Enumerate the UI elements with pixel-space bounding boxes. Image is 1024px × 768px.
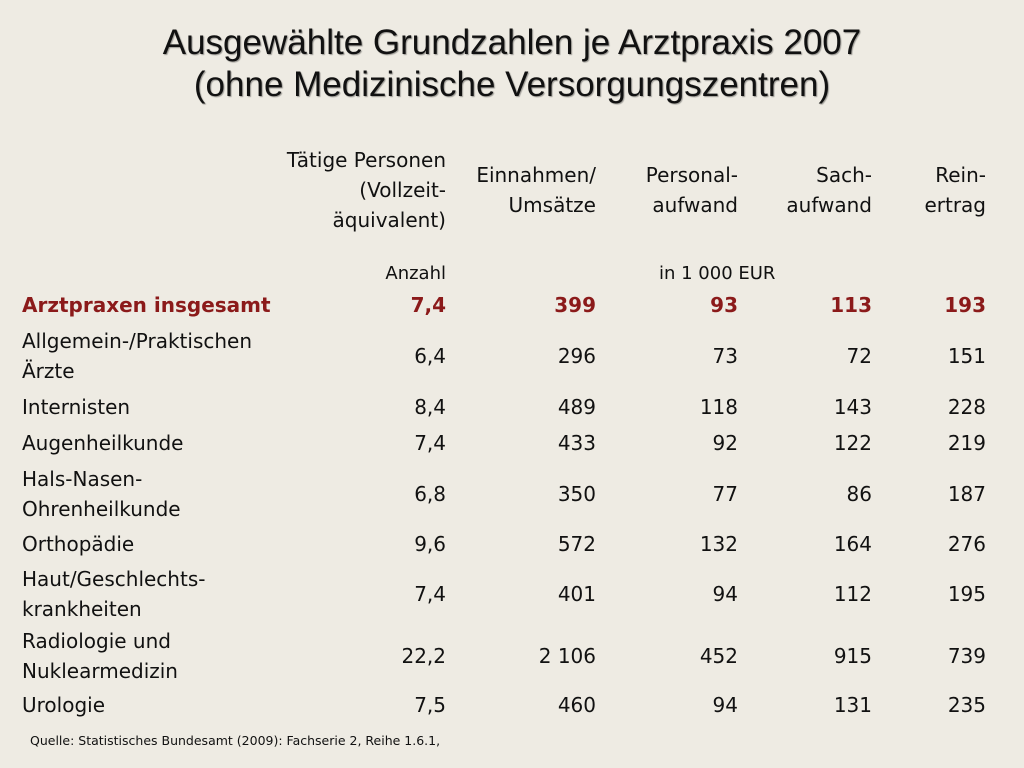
cell-personen: 7,4 [414, 431, 446, 455]
cell-reinertrag: 235 [947, 693, 986, 717]
cell-personen: 6,8 [414, 482, 446, 506]
cell-sachaufwand: 86 [846, 482, 872, 506]
page-title: Ausgewählte Grundzahlen je Arztpraxis 20… [162, 23, 862, 62]
cell-reinertrag: 739 [947, 644, 986, 668]
cell-personalaufwand: 73 [712, 344, 738, 368]
unit-eur: in 1 000 EUR [659, 263, 776, 284]
cell-einnahmen: 433 [557, 431, 596, 455]
cell-personen: 9,6 [414, 532, 446, 556]
cell-personalaufwand: 93 [710, 293, 738, 317]
row-label: Internisten [22, 392, 130, 422]
header-taetige-personen: Tätige Personen (Vollzeit- äquivalent) [250, 145, 446, 235]
cell-personalaufwand: 132 [699, 532, 738, 556]
unit-anzahl: Anzahl [385, 263, 446, 284]
cell-einnahmen: 572 [557, 532, 596, 556]
row-label: Hals-Nasen- Ohrenheilkunde [22, 464, 181, 524]
header-line: Tätige Personen [286, 148, 446, 172]
cell-einnahmen: 2 106 [538, 644, 596, 668]
cell-reinertrag: 151 [947, 344, 986, 368]
cell-personalaufwand: 452 [699, 644, 738, 668]
cell-einnahmen: 401 [557, 582, 596, 606]
cell-sachaufwand: 72 [846, 344, 872, 368]
row-label: Radiologie und Nuklearmedizin [22, 626, 178, 686]
header-line: aufwand [786, 193, 872, 217]
header-line: Personal- [645, 163, 738, 187]
row-label: Arztpraxen insgesamt [22, 290, 271, 320]
cell-einnahmen: 460 [557, 693, 596, 717]
row-label-line: krankheiten [22, 597, 142, 621]
cell-personalaufwand: 94 [712, 582, 738, 606]
cell-reinertrag: 193 [944, 293, 986, 317]
row-label-line: Ärzte [22, 359, 75, 383]
cell-reinertrag: 195 [947, 582, 986, 606]
header-line: Rein- [935, 163, 986, 187]
cell-sachaufwand: 143 [833, 395, 872, 419]
row-label-line: Allgemein-/Praktischen [22, 329, 253, 353]
header-einnahmen: Einnahmen/ Umsätze [440, 160, 596, 220]
cell-personen: 8,4 [414, 395, 446, 419]
cell-personen: 22,2 [401, 644, 446, 668]
cell-personalaufwand: 118 [699, 395, 738, 419]
cell-sachaufwand: 112 [833, 582, 872, 606]
cell-personen: 6,4 [414, 344, 446, 368]
row-label-line: Haut/Geschlechts- [22, 567, 206, 591]
cell-reinertrag: 219 [947, 431, 986, 455]
header-personalaufwand: Personal- aufwand [600, 160, 738, 220]
header-line: ertrag [924, 193, 986, 217]
row-label-line: Radiologie und [22, 629, 171, 653]
row-label-line: Urologie [22, 693, 106, 717]
cell-sachaufwand: 164 [833, 532, 872, 556]
cell-sachaufwand: 113 [830, 293, 872, 317]
row-label-line: Ohrenheilkunde [22, 497, 181, 521]
cell-personalaufwand: 94 [712, 693, 738, 717]
cell-personalaufwand: 92 [712, 431, 738, 455]
cell-einnahmen: 296 [557, 344, 596, 368]
header-sachaufwand: Sach- aufwand [740, 160, 872, 220]
row-label-line: Augenheilkunde [22, 431, 184, 455]
header-line: Sach- [816, 163, 872, 187]
row-label: Haut/Geschlechts-krankheiten [22, 564, 205, 624]
cell-sachaufwand: 915 [833, 644, 872, 668]
header-line: (Vollzeit- [359, 178, 446, 202]
cell-einnahmen: 489 [557, 395, 596, 419]
cell-reinertrag: 228 [947, 395, 986, 419]
row-label-line: Nuklearmedizin [22, 659, 178, 683]
row-label-line: Arztpraxen insgesamt [22, 293, 271, 317]
row-label: Urologie [22, 690, 105, 720]
cell-personen: 7,4 [414, 582, 446, 606]
cell-einnahmen: 399 [554, 293, 596, 317]
cell-reinertrag: 276 [947, 532, 986, 556]
row-label: Allgemein-/Praktischen Ärzte [22, 326, 252, 386]
cell-personalaufwand: 77 [712, 482, 738, 506]
row-label: Orthopädie [22, 529, 134, 559]
cell-sachaufwand: 131 [833, 693, 872, 717]
header-line: Einnahmen/ [476, 163, 596, 187]
row-label-line: Hals-Nasen- [22, 467, 143, 491]
cell-personen: 7,5 [414, 693, 446, 717]
page-subtitle: (ohne Medizinische Versorgungszentren) [193, 65, 831, 104]
header-reinertrag: Rein- ertrag [880, 160, 986, 220]
row-label-line: Orthopädie [22, 532, 135, 556]
cell-einnahmen: 350 [557, 482, 596, 506]
cell-sachaufwand: 122 [833, 431, 872, 455]
header-line: Umsätze [508, 193, 596, 217]
header-line: äquivalent) [332, 208, 446, 232]
row-label-line: Internisten [22, 395, 131, 419]
header-line: aufwand [652, 193, 738, 217]
source-note: Quelle: Statistisches Bundesamt (2009): … [30, 733, 441, 748]
row-label: Augenheilkunde [22, 428, 183, 458]
cell-personen: 7,4 [410, 293, 446, 317]
cell-reinertrag: 187 [947, 482, 986, 506]
